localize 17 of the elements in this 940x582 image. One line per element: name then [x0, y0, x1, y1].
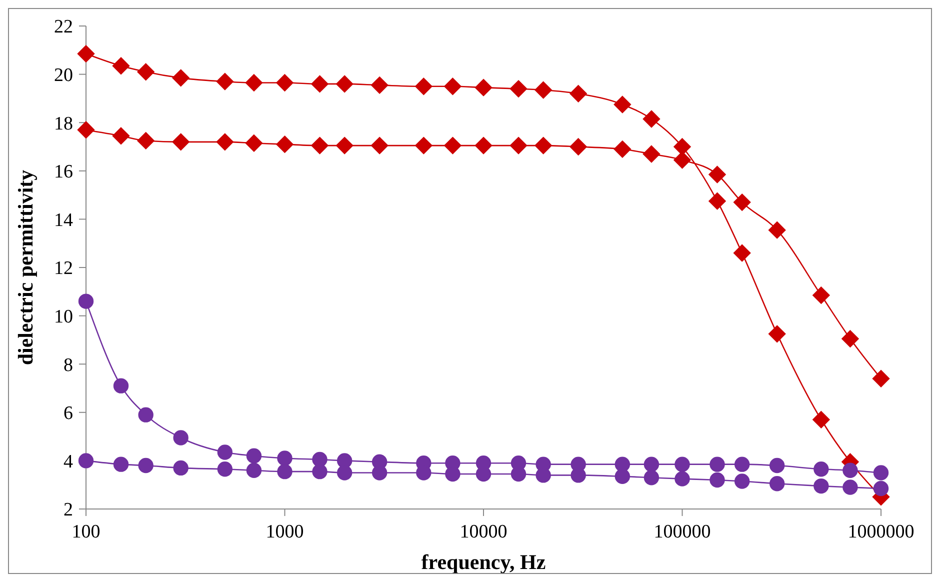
- y-tick-label: 2: [64, 500, 73, 521]
- y-tick-label: 8: [64, 354, 73, 376]
- y-tick-label: 22: [54, 16, 73, 38]
- y-tick-label: 10: [54, 306, 73, 328]
- x-tick-label: 10000: [460, 521, 508, 542]
- y-tick-label: 20: [54, 65, 73, 86]
- y-axis-title: dielectric permittivity: [13, 169, 38, 366]
- x-tick-label: 100000: [654, 521, 711, 542]
- x-tick-label: 1000: [266, 521, 304, 542]
- x-tick-label: 1000000: [848, 521, 914, 542]
- y-tick-label: 12: [54, 258, 73, 280]
- y-tick-label: 6: [64, 403, 73, 424]
- y-tick-label: 4: [64, 451, 74, 472]
- y-tick-label: 16: [54, 162, 73, 183]
- x-tick-label: 100: [72, 521, 100, 542]
- y-tick-label: 14: [54, 210, 74, 231]
- y-tick-label: 18: [54, 113, 73, 134]
